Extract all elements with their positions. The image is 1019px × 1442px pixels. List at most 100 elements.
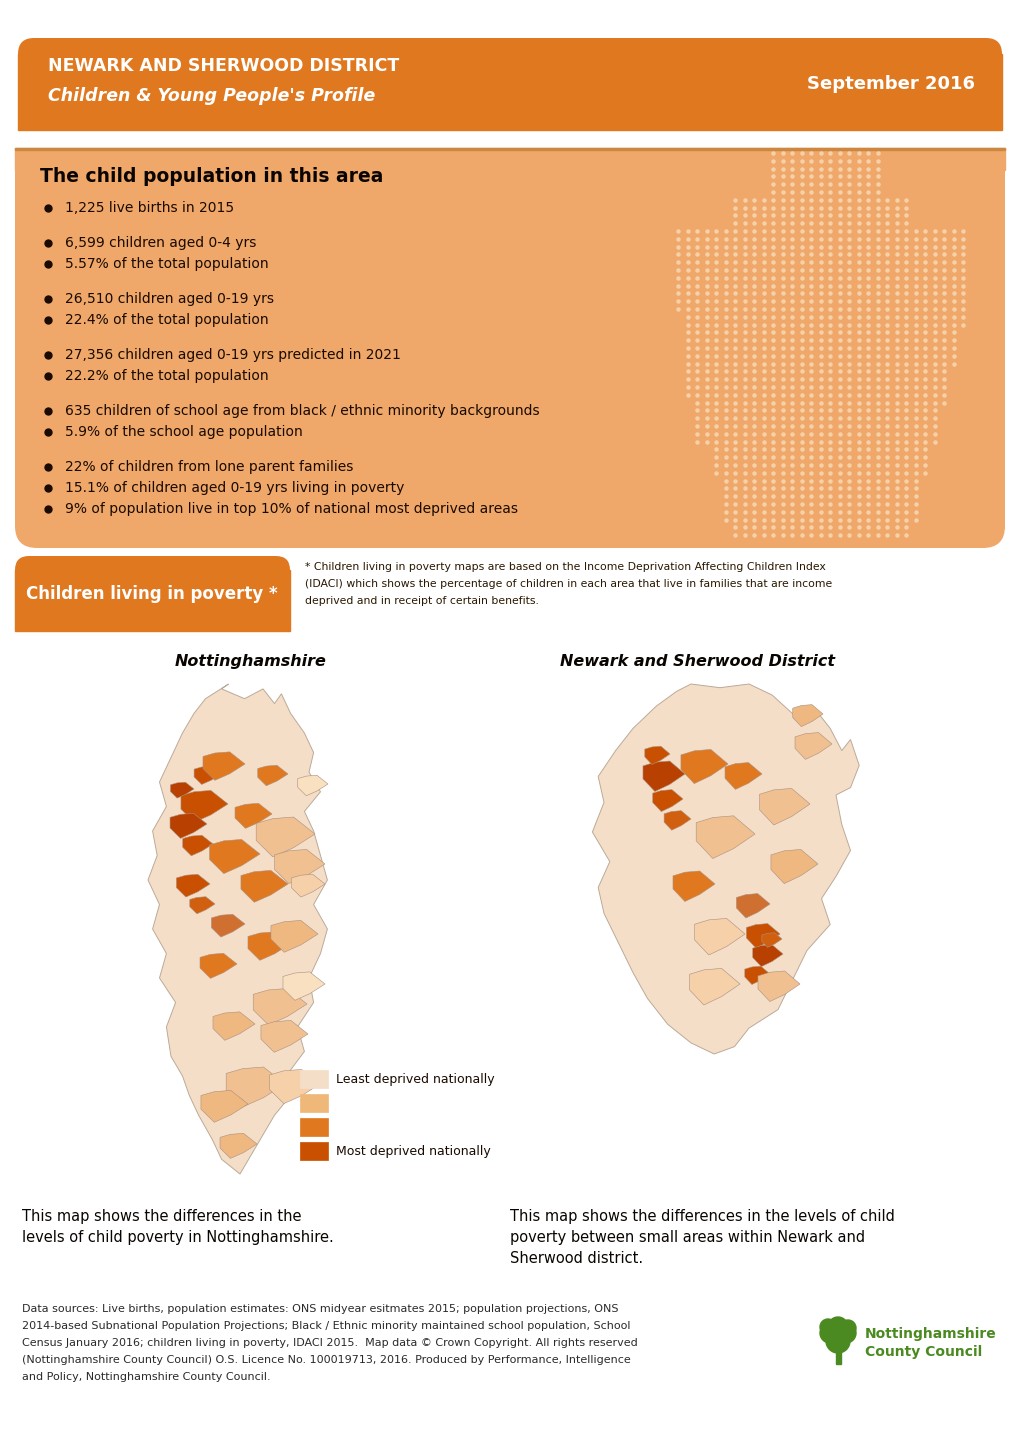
Circle shape: [836, 1322, 855, 1343]
Polygon shape: [170, 782, 194, 797]
Polygon shape: [248, 932, 289, 960]
Polygon shape: [200, 953, 236, 978]
FancyBboxPatch shape: [18, 37, 1001, 130]
Text: (IDACI) which shows the percentage of children in each area that live in familie: (IDACI) which shows the percentage of ch…: [305, 580, 832, 588]
Text: and Policy, Nottinghamshire County Council.: and Policy, Nottinghamshire County Counc…: [22, 1371, 270, 1381]
Polygon shape: [258, 766, 287, 786]
Circle shape: [819, 1319, 836, 1335]
Text: Data sources: Live births, population estimates: ONS midyear esitmates 2015; pop: Data sources: Live births, population es…: [22, 1304, 618, 1314]
Polygon shape: [203, 751, 245, 780]
Polygon shape: [194, 766, 221, 784]
Polygon shape: [274, 849, 325, 884]
Bar: [300, 1094, 328, 1112]
Circle shape: [840, 1319, 855, 1335]
Text: Newark and Sherwood District: Newark and Sherwood District: [559, 655, 835, 669]
Bar: [300, 1118, 328, 1136]
Polygon shape: [652, 790, 683, 812]
Polygon shape: [201, 1090, 248, 1122]
Text: Children living in poverty *: Children living in poverty *: [26, 585, 277, 603]
Polygon shape: [752, 945, 783, 966]
Text: * Children living in poverty maps are based on the Income Deprivation Affecting : * Children living in poverty maps are ba…: [305, 562, 825, 572]
Polygon shape: [744, 966, 769, 985]
Polygon shape: [736, 894, 769, 919]
Bar: [15, 570, 289, 632]
Polygon shape: [696, 816, 754, 858]
Text: 26,510 children aged 0-19 yrs: 26,510 children aged 0-19 yrs: [65, 291, 274, 306]
Text: (Nottinghamshire County Council) O.S. Licence No. 100019713, 2016. Produced by P: (Nottinghamshire County Council) O.S. Li…: [22, 1355, 630, 1366]
Text: This map shows the differences in the levels of child
poverty between small area: This map shows the differences in the le…: [510, 1208, 894, 1266]
Polygon shape: [644, 746, 669, 764]
Text: 22.2% of the total population: 22.2% of the total population: [65, 369, 268, 384]
Polygon shape: [211, 914, 245, 937]
Text: 9% of population live in top 10% of national most deprived areas: 9% of population live in top 10% of nati…: [65, 502, 518, 516]
Polygon shape: [269, 1070, 320, 1103]
Text: 635 children of school age from black / ethnic minority backgrounds: 635 children of school age from black / …: [65, 404, 539, 418]
Polygon shape: [291, 874, 325, 897]
Polygon shape: [689, 969, 739, 1005]
Polygon shape: [282, 972, 325, 1001]
Text: 22.4% of the total population: 22.4% of the total population: [65, 313, 268, 327]
Polygon shape: [213, 1012, 255, 1040]
Polygon shape: [794, 733, 832, 760]
Polygon shape: [226, 1067, 284, 1107]
Polygon shape: [673, 871, 714, 901]
Polygon shape: [182, 835, 213, 855]
Polygon shape: [190, 897, 215, 914]
Text: September 2016: September 2016: [806, 75, 974, 92]
Text: Least deprived nationally: Least deprived nationally: [335, 1073, 494, 1086]
Polygon shape: [725, 763, 761, 789]
Bar: [18, 53, 1001, 130]
Polygon shape: [256, 818, 315, 857]
Bar: [15, 149, 1004, 150]
Polygon shape: [271, 920, 318, 952]
Bar: [836, 1350, 841, 1364]
Polygon shape: [170, 813, 207, 838]
Bar: [300, 1070, 328, 1089]
Text: deprived and in receipt of certain benefits.: deprived and in receipt of certain benef…: [305, 596, 538, 606]
Text: The child population in this area: The child population in this area: [40, 166, 383, 186]
Polygon shape: [792, 705, 822, 727]
Polygon shape: [642, 761, 685, 792]
Polygon shape: [770, 849, 817, 884]
Polygon shape: [663, 810, 690, 831]
Text: This map shows the differences in the
levels of child poverty in Nottinghamshire: This map shows the differences in the le…: [22, 1208, 333, 1244]
Polygon shape: [298, 776, 328, 796]
Polygon shape: [761, 933, 782, 947]
Text: 1,225 live births in 2015: 1,225 live births in 2015: [65, 200, 234, 215]
Text: Children & Young People's Profile: Children & Young People's Profile: [48, 87, 375, 105]
Text: 22% of children from lone parent families: 22% of children from lone parent familie…: [65, 460, 353, 474]
Polygon shape: [681, 750, 728, 783]
Polygon shape: [694, 919, 744, 955]
Polygon shape: [209, 839, 260, 874]
Polygon shape: [176, 874, 210, 897]
Circle shape: [825, 1330, 849, 1353]
Text: 5.57% of the total population: 5.57% of the total population: [65, 257, 268, 271]
Text: 27,356 children aged 0-19 yrs predicted in 2021: 27,356 children aged 0-19 yrs predicted …: [65, 348, 400, 362]
Text: 6,599 children aged 0-4 yrs: 6,599 children aged 0-4 yrs: [65, 236, 256, 249]
Polygon shape: [180, 790, 228, 822]
Text: 2014-based Subnational Population Projections; Black / Ethnic minority maintaine: 2014-based Subnational Population Projec…: [22, 1321, 630, 1331]
Polygon shape: [220, 1133, 257, 1158]
FancyBboxPatch shape: [15, 557, 289, 632]
Text: Most deprived nationally: Most deprived nationally: [335, 1145, 490, 1158]
Circle shape: [819, 1322, 840, 1343]
Polygon shape: [759, 789, 809, 825]
Text: Nottinghamshire: Nottinghamshire: [175, 655, 326, 669]
Text: Census January 2016; children living in poverty, IDACI 2015.  Map data © Crown C: Census January 2016; children living in …: [22, 1338, 637, 1348]
FancyBboxPatch shape: [15, 149, 1004, 548]
Polygon shape: [757, 970, 799, 1002]
Polygon shape: [148, 684, 327, 1174]
Bar: [300, 1142, 328, 1159]
Text: 5.9% of the school age population: 5.9% of the school age population: [65, 425, 303, 438]
Text: 15.1% of children aged 0-19 yrs living in poverty: 15.1% of children aged 0-19 yrs living i…: [65, 482, 404, 495]
Polygon shape: [746, 923, 780, 947]
Polygon shape: [240, 871, 287, 903]
Text: Nottinghamshire
County Council: Nottinghamshire County Council: [864, 1327, 996, 1360]
Polygon shape: [253, 988, 307, 1025]
Polygon shape: [234, 803, 272, 828]
Circle shape: [827, 1317, 847, 1337]
Polygon shape: [261, 1021, 308, 1053]
Text: NEWARK AND SHERWOOD DISTRICT: NEWARK AND SHERWOOD DISTRICT: [48, 58, 398, 75]
Bar: [15, 149, 1004, 170]
Polygon shape: [592, 684, 858, 1054]
